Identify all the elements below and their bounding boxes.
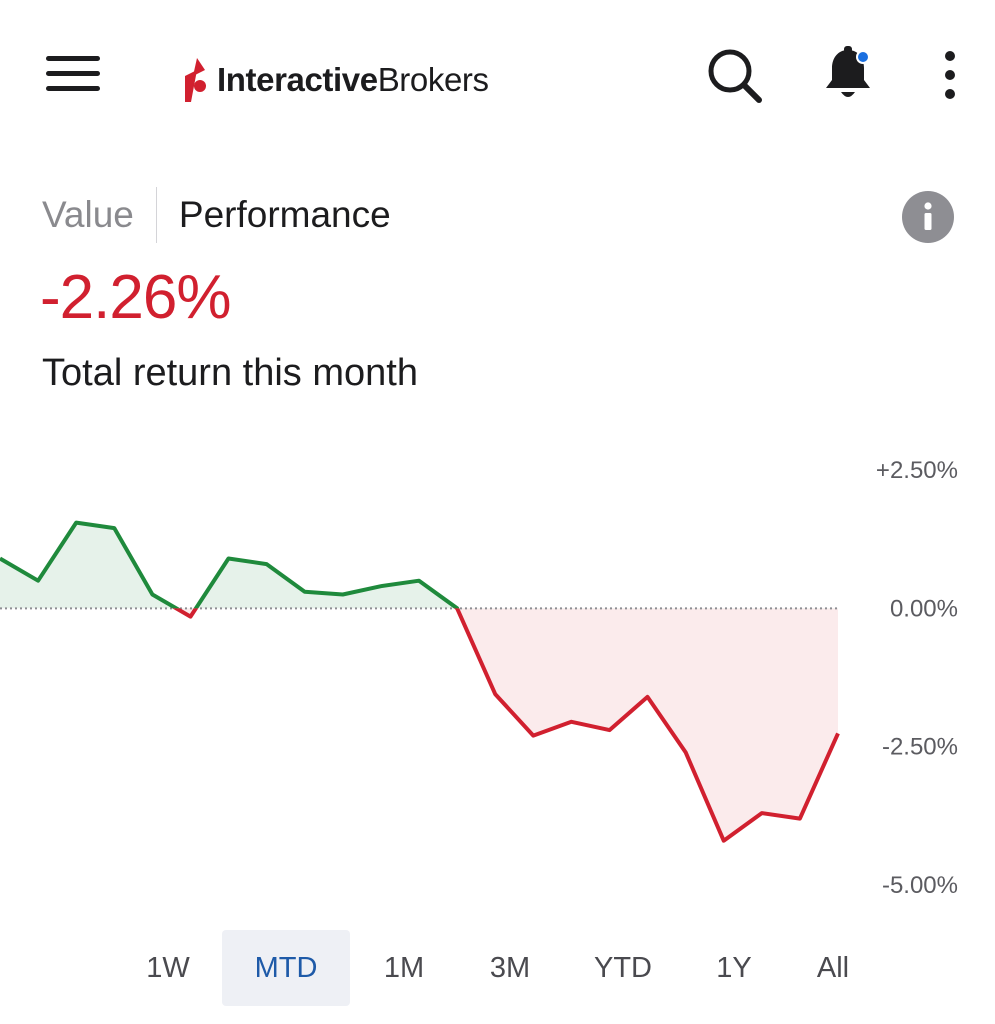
total-return-value: -2.26% <box>40 263 231 332</box>
bell-icon <box>826 46 870 97</box>
notifications-button[interactable] <box>818 44 878 104</box>
tab-value[interactable]: Value <box>42 194 134 235</box>
range-mtd[interactable]: MTD <box>222 930 350 1006</box>
negative-area <box>176 608 838 841</box>
tab-divider <box>155 187 157 243</box>
brand-name: InteractiveBrokers <box>217 61 489 98</box>
menu-button[interactable] <box>44 52 102 96</box>
ib-logo-icon <box>185 58 206 102</box>
more-options-button[interactable] <box>932 46 968 106</box>
top-app-bar: InteractiveBrokers <box>0 0 995 150</box>
positive-series-line <box>0 520 460 609</box>
tab-performance[interactable]: Performance <box>178 194 391 235</box>
search-icon <box>708 49 762 103</box>
range-1w[interactable]: 1W <box>146 951 190 984</box>
y-tick-label: -2.50% <box>882 734 958 761</box>
y-tick-label: -5.00% <box>882 872 958 899</box>
view-tabs: Value Performance <box>42 186 391 244</box>
positive-area <box>0 522 838 609</box>
performance-chart: +2.50% 0.00% -2.50% -5.00% <box>0 457 958 899</box>
range-3m[interactable]: 3M <box>489 951 531 984</box>
info-icon <box>924 202 932 230</box>
y-tick-label: 0.00% <box>890 595 958 622</box>
total-return-caption: Total return this month <box>42 352 418 394</box>
range-1m[interactable]: 1M <box>383 951 425 984</box>
info-button[interactable] <box>902 191 954 243</box>
negative-series-line <box>172 608 840 843</box>
more-vertical-icon <box>945 51 955 99</box>
y-tick-label: +2.50% <box>876 457 958 484</box>
range-all[interactable]: All <box>816 951 850 984</box>
search-button[interactable] <box>703 44 765 106</box>
range-1y[interactable]: 1Y <box>716 951 752 984</box>
range-ytd[interactable]: YTD <box>594 951 652 984</box>
brand-logo: InteractiveBrokers <box>183 50 489 110</box>
time-range-selector: 1W MTD 1M 3M YTD 1Y All <box>120 930 880 1006</box>
